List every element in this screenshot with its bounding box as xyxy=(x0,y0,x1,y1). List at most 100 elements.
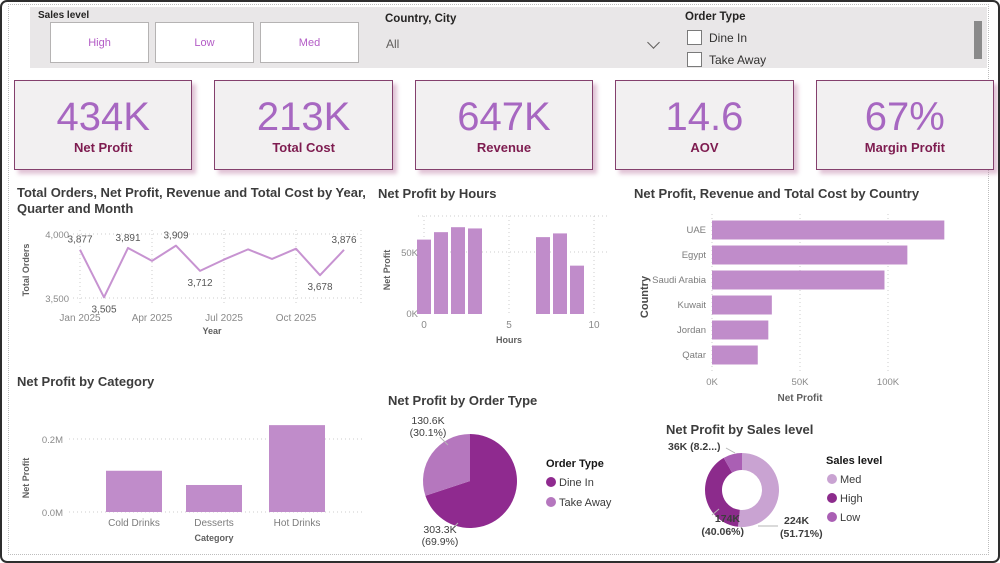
svg-text:(51.71%): (51.71%) xyxy=(780,528,823,540)
checkbox-dine-in[interactable] xyxy=(687,30,702,45)
kpi-card-net-profit: 434K Net Profit xyxy=(14,80,193,170)
svg-text:3,500: 3,500 xyxy=(45,294,69,305)
filter-bar: Sales level High Low Med Country, City A… xyxy=(30,7,987,68)
svg-text:303.3K: 303.3K xyxy=(423,524,456,536)
orders-by-month-line-chart: Total Orders, Net Profit, Revenue and To… xyxy=(17,185,369,338)
chart-title: Net Profit by Category xyxy=(17,374,155,389)
svg-text:Net Profit: Net Profit xyxy=(21,458,31,499)
net-profit-by-category-chart: Net Profit by Category Cold Drinks Desser… xyxy=(17,374,369,550)
kpi-value: 14.6 xyxy=(665,94,744,139)
svg-text:3,712: 3,712 xyxy=(187,277,212,288)
country-city-dropdown[interactable]: All xyxy=(382,29,664,61)
svg-text:Med: Med xyxy=(840,474,861,486)
svg-text:3,678: 3,678 xyxy=(307,282,332,293)
order-type-option-take-away: Take Away xyxy=(687,52,766,67)
svg-text:10: 10 xyxy=(588,320,600,331)
line-chart-plot[interactable]: 4,000 3,500 3,877 3,505 3,891 3,909 3,712 3,678… xyxy=(17,218,369,338)
kpi-row: 434K Net Profit 213K Total Cost 647K Rev… xyxy=(14,80,995,170)
svg-text:4,000: 4,000 xyxy=(45,230,69,241)
net-profit-by-sales-level-chart: Net Profit by Sales level 224K (51.71%) 17… xyxy=(666,422,958,557)
order-type-pie-plot[interactable]: 303.3K(69.9%) 130.6K(30.1%) Order Type Dine… xyxy=(388,409,640,551)
kpi-label: Net Profit xyxy=(73,139,133,155)
svg-text:Hot Drinks: Hot Drinks xyxy=(274,518,321,529)
svg-text:Category: Category xyxy=(194,533,233,543)
svg-text:UAE: UAE xyxy=(686,225,706,236)
kpi-card-margin-profit: 67% Margin Profit xyxy=(815,80,995,170)
svg-text:Desserts: Desserts xyxy=(194,518,233,529)
kpi-label: Margin Profit xyxy=(864,139,945,155)
kpi-label: Total Cost xyxy=(272,139,335,155)
svg-text:Order Type: Order Type xyxy=(546,458,604,470)
svg-text:Dine In: Dine In xyxy=(559,477,594,489)
checkbox-dine-in-label: Dine In xyxy=(709,30,748,45)
svg-text:Jordan: Jordan xyxy=(677,325,706,336)
svg-text:(30.1%): (30.1%) xyxy=(410,427,447,439)
sales-level-donut-plot[interactable]: 224K(51.71%) 174K(40.06%) 36K (8.2...) Sale… xyxy=(666,438,958,557)
kpi-card-aov: 14.6 AOV xyxy=(615,80,794,170)
svg-text:50K: 50K xyxy=(401,248,419,259)
svg-text:Apr 2025: Apr 2025 xyxy=(132,313,173,324)
svg-text:Jan 2025: Jan 2025 xyxy=(59,313,101,324)
checkbox-take-away-label: Take Away xyxy=(709,52,767,67)
svg-text:Net Profit: Net Profit xyxy=(778,393,824,404)
svg-text:0.2M: 0.2M xyxy=(42,435,63,446)
kpi-card-total-cost: 213K Total Cost xyxy=(214,80,393,170)
category-bar-plot[interactable]: Cold Drinks Desserts Hot Drinks 0.2M 0.0M Cat… xyxy=(17,390,369,550)
svg-text:Oct 2025: Oct 2025 xyxy=(276,313,317,324)
sales-level-button-low[interactable]: Low xyxy=(155,22,254,63)
sales-level-button-med[interactable]: Med xyxy=(260,22,359,63)
svg-text:High: High xyxy=(840,493,863,505)
svg-text:174K: 174K xyxy=(715,513,741,525)
svg-text:100K: 100K xyxy=(877,377,900,388)
checkbox-take-away[interactable] xyxy=(687,52,702,67)
sales-level-label: Sales level xyxy=(38,10,90,21)
svg-text:50K: 50K xyxy=(792,377,810,388)
svg-text:0: 0 xyxy=(421,320,427,331)
kpi-value: 434K xyxy=(56,94,150,139)
chart-title: Net Profit by Hours xyxy=(378,186,497,201)
order-type-label: Order Type xyxy=(685,11,746,23)
kpi-value: 67% xyxy=(864,94,945,139)
svg-text:Cold Drinks: Cold Drinks xyxy=(108,518,160,529)
chart-title: Net Profit by Order Type xyxy=(388,393,538,408)
svg-text:Year: Year xyxy=(202,326,222,336)
svg-text:0.0M: 0.0M xyxy=(42,508,63,519)
svg-text:0K: 0K xyxy=(406,309,418,320)
svg-text:Country: Country xyxy=(639,275,651,318)
country-city-label: Country, City xyxy=(385,13,457,25)
order-type-scrollbar[interactable] xyxy=(974,21,982,59)
sales-level-button-high[interactable]: High xyxy=(50,22,149,63)
chart-title: Total Orders, Net Profit, Revenue and To… xyxy=(17,185,366,217)
svg-text:5: 5 xyxy=(506,320,512,331)
sales-level-slicer: High Low Med xyxy=(50,22,359,63)
kpi-card-revenue: 647K Revenue xyxy=(414,80,594,170)
net-profit-by-order-type-chart: Net Profit by Order Type 303.3K (69.9%) 13… xyxy=(388,393,640,551)
svg-text:Egypt: Egypt xyxy=(682,250,707,261)
chart-title: Net Profit, Revenue and Total Cost by Co… xyxy=(634,186,920,201)
svg-text:Total Orders: Total Orders xyxy=(21,243,31,296)
svg-text:130.6K: 130.6K xyxy=(411,415,444,427)
kpi-label: Revenue xyxy=(476,139,532,155)
svg-text:Hours: Hours xyxy=(496,335,522,345)
svg-text:0K: 0K xyxy=(706,377,718,388)
svg-text:36K (8.2...): 36K (8.2...) xyxy=(668,441,721,453)
svg-text:Net Profit: Net Profit xyxy=(382,250,392,291)
kpi-value: 647K xyxy=(457,94,551,139)
order-type-option-dine-in: Dine In xyxy=(687,30,747,45)
svg-text:3,876: 3,876 xyxy=(331,234,356,245)
net-profit-by-hours-chart: Net Profit by Hours 50K 0K 0 5 10 Hours Net Pr… xyxy=(378,186,624,347)
svg-text:3,877: 3,877 xyxy=(67,234,92,245)
svg-text:3,505: 3,505 xyxy=(91,304,116,315)
kpi-label: AOV xyxy=(690,139,719,155)
svg-text:(69.9%): (69.9%) xyxy=(422,536,459,548)
kpi-value: 213K xyxy=(256,94,351,139)
hours-bar-plot[interactable]: 50K 0K0 5 10 Hours Net Profit xyxy=(378,202,624,347)
country-city-value: All xyxy=(386,37,400,51)
svg-text:Sales level: Sales level xyxy=(826,455,882,467)
svg-text:224K: 224K xyxy=(784,515,810,527)
chevron-down-icon xyxy=(647,36,660,49)
svg-text:(40.06%): (40.06%) xyxy=(701,526,744,538)
country-bar-plot[interactable]: UAE Egypt Saudi Arabia Kuwait Jordan Qatar 0K 5… xyxy=(634,202,996,407)
svg-text:Qatar: Qatar xyxy=(682,350,706,361)
